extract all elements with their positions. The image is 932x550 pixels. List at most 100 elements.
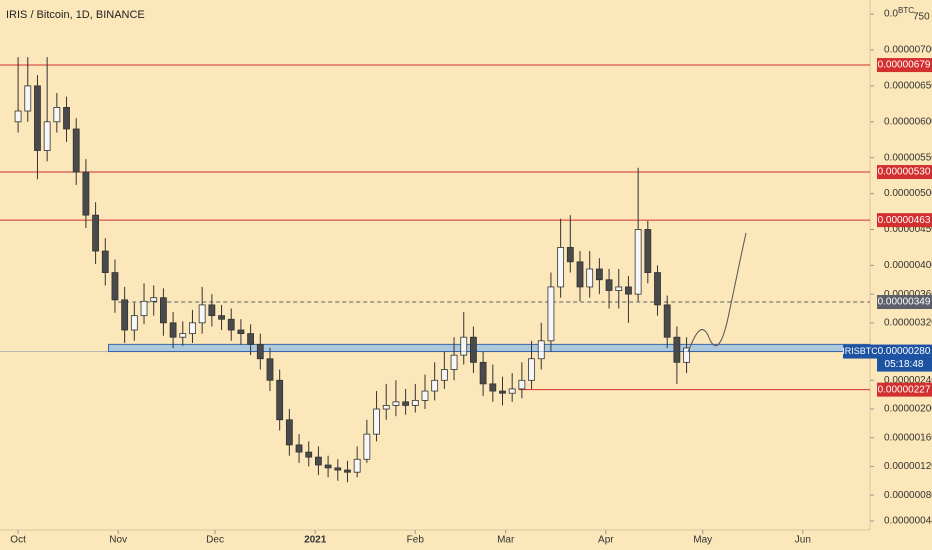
candle-body [285,419,293,446]
candle-body [595,268,603,281]
candle-body [576,261,584,288]
candle-body [140,300,148,317]
candle-body [615,286,623,291]
candle-body [315,456,322,466]
forecast-path [687,232,747,353]
last-price-box [877,344,932,372]
candle-body [53,107,61,123]
y-tick-label: 0.00000120 [884,461,932,472]
x-tick-label: Dec [206,535,224,546]
y-tick-label: 0.00000240 [884,375,932,386]
candle-body [237,329,245,335]
level-label: 0.00000349 [878,297,931,308]
candle-body [63,107,70,130]
candle-body [586,268,594,288]
x-tick-label: 2021 [304,535,327,546]
candle-body [324,464,332,469]
candle-body [479,361,487,385]
candle-body [470,336,477,363]
y-tick-label: 0.00000320 [884,317,932,328]
candle-body [72,128,80,173]
x-tick-label: Nov [109,535,127,546]
candle-body [673,336,681,363]
candle-body [276,379,284,421]
axis-unit: BTC [898,6,914,15]
y-tick-label: 0.00000080 [884,490,932,501]
y-tick-label: 0.00000550 [884,152,932,163]
plot-area [0,57,871,483]
candle-body [363,433,371,460]
candle-body [566,247,574,263]
y-tick-label: 0.0 [884,9,898,20]
candle-body [518,379,526,390]
y-tick-label: 0.00000200 [884,404,932,415]
x-tick-label: Mar [497,535,515,546]
candle-body [654,272,661,306]
top-tick-tail: 750 [913,12,930,23]
x-tick-label: Oct [10,535,26,546]
candle-body [34,85,41,151]
candle-body [227,318,235,331]
y-tick-label: 0.00000650 [884,81,932,92]
level-label: 0.00000679 [878,60,931,71]
x-tick-label: Apr [598,535,614,546]
y-tick-label: 0.00000400 [884,260,932,271]
candle-body [528,358,535,381]
candle-body [605,279,613,291]
candle-body [557,247,565,288]
x-tick-label: Jun [795,535,811,546]
candle-body [373,408,380,435]
candle-body [440,369,448,381]
candle-body [634,229,642,295]
last-price-label: 0.00000280 [878,346,931,357]
candle-body [189,322,196,335]
candle-body [82,171,90,216]
level-label-box [877,165,932,180]
candle-body [499,390,506,394]
candle-body [101,250,109,273]
candle-body [169,322,177,338]
candle-body [14,110,22,123]
x-tick-label: Feb [407,535,425,546]
candle-body [411,399,419,406]
candle-body [198,304,206,324]
candle-body [402,401,410,406]
y-tick-label: 0.00000360 [884,289,932,300]
candle-body [92,214,99,252]
level-label: 0.00000463 [878,215,931,226]
candle-body [247,333,255,345]
countdown-label: 05:18:48 [885,359,924,370]
candle-body [382,405,390,410]
candle-body [24,85,32,112]
candle-body [508,388,516,394]
candle-body [218,315,225,320]
candle-body [179,333,187,338]
level-label: 0.00000227 [878,384,931,395]
candle-body [683,347,690,363]
candle-body [160,297,167,324]
candle-body [537,340,545,360]
level-label-box [877,58,932,73]
candle-body [208,304,216,317]
candle-body [644,229,652,273]
candle-body [431,379,439,392]
y-tick-label: 0.00000450 [884,224,932,235]
candle-body [450,354,458,370]
candle-body [625,286,632,295]
candle-body [111,272,119,301]
y-tick-label: 0.00000500 [884,188,932,199]
level-label-box [877,213,932,228]
x-tick-label: May [693,535,712,546]
candle-body [130,315,138,331]
candle-body [547,286,555,342]
candle-body [460,336,468,356]
candle-body [150,297,158,302]
y-tick-label: 0.00000700 [884,45,932,56]
candle-body [392,401,400,406]
level-label-box [877,295,932,310]
chart-title: IRIS / Bitcoin, 1D, BINANCE [6,9,145,21]
candle-body [344,469,351,473]
candle-body [43,121,51,151]
symbol-box [843,344,877,359]
